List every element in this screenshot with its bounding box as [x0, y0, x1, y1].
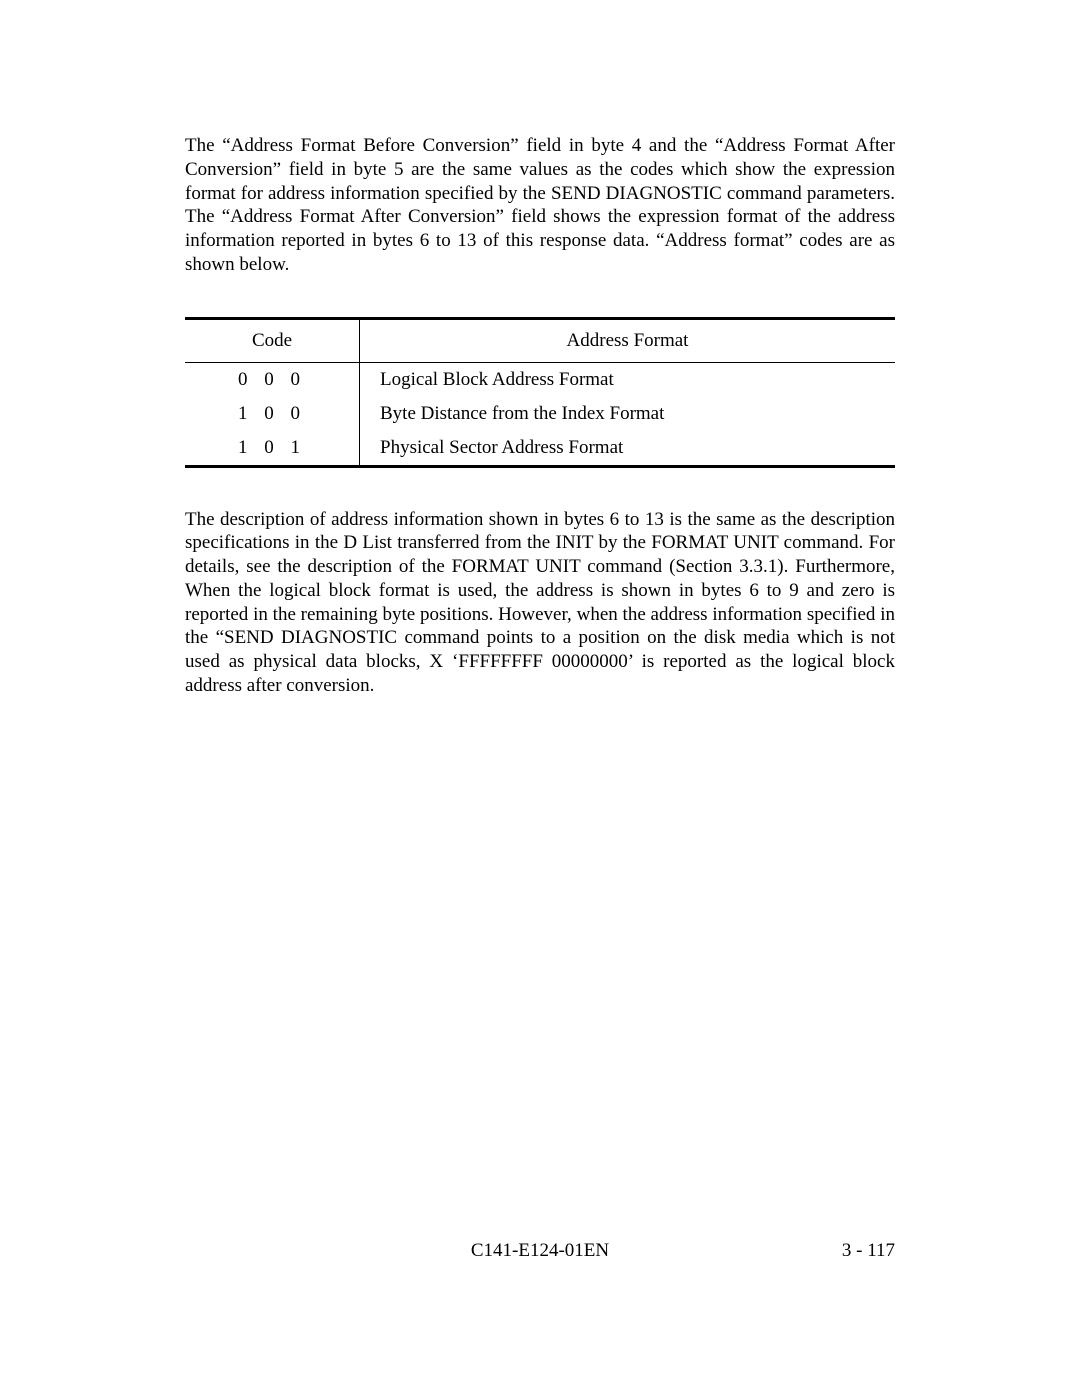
table-row: 0 0 0 Logical Block Address Format — [185, 362, 895, 397]
code-cell: 1 0 0 — [185, 397, 360, 431]
description-paragraph: The description of address information s… — [185, 508, 895, 698]
table-row: 1 0 1 Physical Sector Address Format — [185, 431, 895, 467]
code-cell: 1 0 1 — [185, 431, 360, 467]
table-header-row: Code Address Format — [185, 318, 895, 362]
header-format: Address Format — [360, 318, 896, 362]
format-cell: Byte Distance from the Index Format — [360, 397, 896, 431]
address-format-table: Code Address Format 0 0 0 Logical Block … — [185, 317, 895, 468]
table-row: 1 0 0 Byte Distance from the Index Forma… — [185, 397, 895, 431]
header-code: Code — [185, 318, 360, 362]
code-cell: 0 0 0 — [185, 362, 360, 397]
page-content: The “Address Format Before Conversion” f… — [0, 0, 1080, 698]
footer-docid: C141-E124-01EN — [471, 1240, 609, 1262]
page-footer: C141-E124-01EN 3 - 117 — [0, 1240, 1080, 1262]
format-cell: Logical Block Address Format — [360, 362, 896, 397]
intro-paragraph: The “Address Format Before Conversion” f… — [185, 134, 895, 277]
format-cell: Physical Sector Address Format — [360, 431, 896, 467]
footer-page-number: 3 - 117 — [842, 1240, 895, 1262]
